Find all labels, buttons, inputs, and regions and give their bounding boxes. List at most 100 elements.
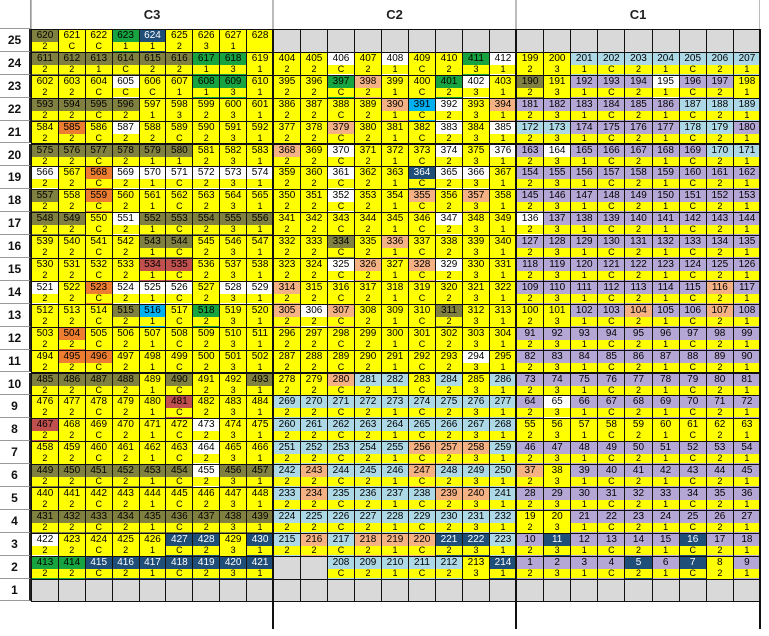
seat-cell[interactable]: 530 2 <box>31 258 59 282</box>
seat-cell[interactable]: 347 2 <box>435 212 463 237</box>
seat-cell[interactable]: 581 2 <box>192 143 221 168</box>
seat-cell[interactable]: 413 2 <box>31 555 59 580</box>
seat-cell[interactable]: 617 1 <box>192 51 221 76</box>
seat-cell[interactable]: 588 2 <box>138 120 167 145</box>
seat-cell[interactable]: 533 2 <box>111 258 140 282</box>
seat-cell[interactable]: 280 C <box>327 372 355 397</box>
seat-cell[interactable]: 382 C <box>408 120 436 145</box>
seat-cell[interactable]: 518 2 <box>192 303 221 328</box>
seat-cell[interactable]: 150 1 <box>651 189 680 214</box>
seat-cell[interactable]: 477 2 <box>57 395 86 420</box>
seat-cell[interactable]: 384 3 <box>462 120 490 145</box>
seat-cell[interactable]: 547 1 <box>246 235 274 259</box>
seat-cell[interactable]: 356 2 <box>435 189 463 214</box>
seat-cell[interactable]: 101 3 <box>543 303 572 328</box>
seat-cell[interactable]: 408 1 <box>381 51 409 76</box>
seat-cell[interactable]: 20 3 <box>543 509 572 534</box>
seat-cell[interactable]: 447 3 <box>219 487 248 511</box>
seat-cell[interactable]: 146 3 <box>543 189 572 214</box>
seat-cell[interactable]: 538 1 <box>246 258 274 282</box>
seat-cell[interactable]: 151 C <box>678 189 707 214</box>
seat-cell[interactable]: 35 2 <box>705 487 734 511</box>
seat-cell[interactable]: 63 1 <box>732 418 761 443</box>
seat-cell[interactable]: 127 2 <box>516 235 545 259</box>
seat-cell[interactable]: 454 C <box>165 464 194 488</box>
seat-cell[interactable]: 224 2 <box>273 509 301 534</box>
row-label-2[interactable]: 2 <box>0 555 31 579</box>
row-label-5[interactable]: 5 <box>0 487 31 510</box>
seat-cell[interactable]: 309 1 <box>381 303 409 328</box>
seat-cell[interactable]: 433 C <box>84 509 113 534</box>
seat-cell[interactable]: 623 1 <box>111 29 140 53</box>
seat-cell[interactable]: 187 C <box>678 97 707 122</box>
seat-cell[interactable]: 135 1 <box>732 235 761 259</box>
seat-cell[interactable]: 269 2 <box>273 395 301 420</box>
seat-cell[interactable]: 15 1 <box>651 532 680 557</box>
seat-cell[interactable]: 345 1 <box>381 212 409 237</box>
seat-cell[interactable]: 105 1 <box>651 303 680 328</box>
seat-cell[interactable]: 149 2 <box>624 189 653 214</box>
seat-cell[interactable]: 541 C <box>84 235 113 259</box>
seat-cell[interactable] <box>300 29 328 53</box>
seat-cell[interactable]: 358 1 <box>489 189 517 214</box>
seat-cell[interactable]: 214 1 <box>489 555 517 580</box>
seat-cell[interactable]: 610 1 <box>246 74 274 99</box>
seat-cell[interactable]: 596 2 <box>111 97 140 122</box>
seat-cell[interactable]: 65 3 <box>543 395 572 420</box>
seat-cell[interactable]: 190 2 <box>516 74 545 99</box>
seat-cell[interactable]: 240 3 <box>462 487 490 511</box>
row-label-12[interactable]: 12 <box>0 326 31 350</box>
seat-cell[interactable] <box>462 29 490 53</box>
seat-cell[interactable]: 579 1 <box>138 143 167 168</box>
seat-cell[interactable]: 608 1 <box>192 74 221 99</box>
seat-cell[interactable]: 169 C <box>678 143 707 168</box>
seat-cell[interactable]: 422 2 <box>31 532 59 557</box>
seat-cell[interactable]: 565 1 <box>246 189 274 214</box>
seat-cell[interactable]: 160 C <box>678 166 707 191</box>
seat-cell[interactable]: 25 C <box>678 509 707 534</box>
seat-cell[interactable]: 14 2 <box>624 532 653 557</box>
seat-cell[interactable]: 613 1 <box>84 51 113 76</box>
row-label-10[interactable]: 10 <box>0 372 31 396</box>
seat-cell[interactable]: 197 2 <box>705 74 734 99</box>
seat-cell[interactable]: 132 1 <box>651 235 680 259</box>
seat-cell[interactable]: 338 2 <box>435 235 463 259</box>
seat-cell[interactable]: 232 1 <box>489 509 517 534</box>
seat-cell[interactable]: 287 2 <box>273 349 301 374</box>
seat-cell[interactable]: 251 2 <box>273 441 301 466</box>
seat-cell[interactable]: 389 2 <box>354 97 382 122</box>
seat-cell[interactable]: 517 C <box>165 303 194 328</box>
seat-cell[interactable]: 159 1 <box>651 166 680 191</box>
seat-cell[interactable]: 567 2 <box>57 166 86 191</box>
column-header-c1[interactable]: C1 <box>516 0 760 29</box>
seat-cell[interactable] <box>57 578 86 603</box>
seat-cell[interactable]: 273 1 <box>381 395 409 420</box>
row-label-22[interactable]: 22 <box>0 97 31 121</box>
seat-cell[interactable]: 329 2 <box>435 258 463 282</box>
seat-cell[interactable] <box>516 29 545 53</box>
seat-cell[interactable]: 585 2 <box>57 120 86 145</box>
row-label-6[interactable]: 6 <box>0 464 31 487</box>
seat-cell[interactable]: 277 1 <box>489 395 517 420</box>
seat-cell[interactable]: 622 C <box>84 29 113 53</box>
seat-cell[interactable]: 523 C <box>84 280 113 305</box>
seat-cell[interactable]: 322 1 <box>489 280 517 305</box>
seat-cell[interactable]: 624 1 <box>138 29 167 53</box>
seat-cell[interactable]: 509 2 <box>192 326 221 351</box>
seat-cell[interactable]: 336 1 <box>381 235 409 259</box>
seat-cell[interactable]: 279 2 <box>300 372 328 397</box>
seat-cell[interactable]: 378 2 <box>300 120 328 145</box>
seat-cell[interactable]: 301 C <box>408 326 436 351</box>
seat-cell[interactable]: 292 C <box>408 349 436 374</box>
seat-cell[interactable]: 259 1 <box>489 441 517 466</box>
seat-cell[interactable]: 352 C <box>327 189 355 214</box>
seat-cell[interactable]: 387 2 <box>300 97 328 122</box>
seat-cell[interactable]: 566 2 <box>31 166 59 191</box>
row-label-11[interactable]: 11 <box>0 349 31 373</box>
seat-cell[interactable]: 314 2 <box>273 280 301 305</box>
seat-cell[interactable]: 157 C <box>597 166 626 191</box>
seat-cell[interactable]: 167 2 <box>624 143 653 168</box>
seat-cell[interactable]: 459 2 <box>57 441 86 466</box>
seat-cell[interactable]: 563 2 <box>192 189 221 214</box>
